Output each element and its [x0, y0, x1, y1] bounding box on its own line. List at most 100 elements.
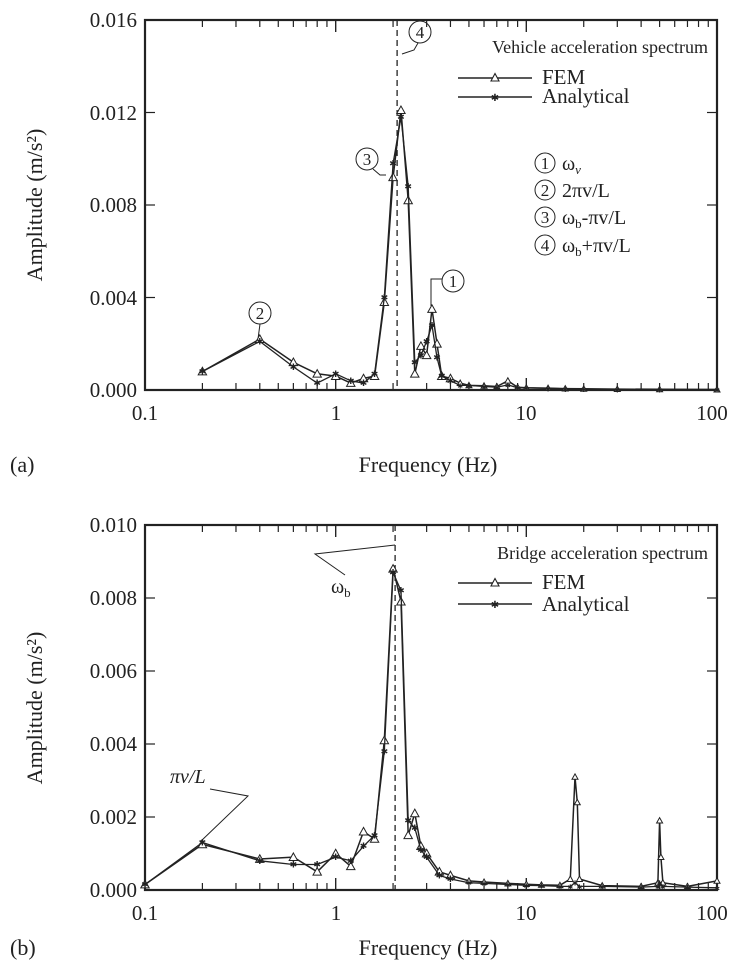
fem-point-a-5 [345, 377, 356, 387]
panel-label-a: (a) [10, 452, 34, 477]
analytical-point-a-23: ✱ [505, 382, 511, 390]
analytical-point-b-24: ✱ [567, 883, 573, 891]
analytical-point-b-27: ✱ [599, 883, 605, 891]
callout-circle-3 [355, 147, 379, 171]
callout-leader-1 [430, 278, 442, 306]
series-line-analytical-b [144, 571, 718, 889]
x-axis-label-b: Frequency (Hz) [359, 935, 498, 960]
fem-point-b-31 [655, 816, 664, 824]
analytical-point-b-8: ✱ [371, 831, 379, 841]
panel-label-b: (b) [10, 935, 36, 960]
fem-point-b-24 [566, 875, 575, 882]
analytical-point-a-6: ✱ [360, 379, 368, 389]
fem-point-a-6 [358, 373, 369, 383]
analytical-point-b-5: ✱ [332, 853, 340, 863]
analytical-point-a-2: ✱ [290, 363, 298, 373]
legend-title-b: Bridge acceleration spectrum [497, 543, 708, 563]
legend-label-analytical-a: Analytical [542, 84, 630, 108]
key-text-3: ωb-πv/L [562, 207, 626, 231]
analytical-point-a-3: ✱ [313, 379, 321, 389]
callout-num-1: 1 [449, 272, 458, 291]
analytical-point-b-16: ✱ [436, 871, 444, 881]
panel-b: 0.000 0.002 0.004 0.006 0.008 0.010 0.1 … [10, 513, 728, 960]
fem-point-b-27 [575, 875, 584, 882]
fem-point-a-12 [409, 368, 420, 378]
analytical-point-b-28: ✱ [638, 884, 644, 892]
x-axis-label-a: Frequency (Hz) [359, 452, 498, 477]
fem-point-a-9 [388, 172, 399, 182]
key-circle-2 [534, 179, 556, 201]
ytick-label-b-4: 0.008 [90, 586, 137, 610]
fem-point-b-26 [573, 798, 582, 806]
callout-leader-2 [257, 323, 261, 340]
key-num-2: 2 [541, 181, 550, 200]
fem-point-b-3 [288, 851, 299, 862]
analytical-point-b-15: ✱ [423, 853, 431, 863]
legend-marker-analytical-a: ✱ [491, 93, 499, 104]
xtick-label-a-0: 0.1 [132, 401, 158, 425]
analytical-point-a-17: ✱ [438, 372, 446, 382]
analytical-point-b-6: ✱ [347, 857, 355, 867]
analytical-point-b-32: ✱ [685, 884, 691, 892]
key-num-3: 3 [541, 208, 550, 227]
callout-circle-1 [441, 269, 465, 293]
callout-circle-4 [408, 20, 432, 44]
fem-point-b-13 [409, 808, 420, 818]
y-axis-label-b: Amplitude (m/s²) [22, 632, 47, 785]
legend-title-a: Vehicle acceleration spectrum [492, 37, 708, 57]
analytical-point-b-7: ✱ [360, 842, 368, 852]
analytical-point-b-33: ✱ [714, 885, 720, 893]
plot-frame-b [143, 523, 719, 892]
fem-point-b-8 [369, 833, 380, 843]
fem-point-b-32 [657, 853, 665, 861]
omega-b-label: ωb [331, 576, 351, 600]
analytical-point-b-17: ✱ [447, 875, 455, 885]
legend-marker-fem-b [490, 577, 500, 587]
pivl-leader [199, 788, 250, 843]
legend-label-fem-b: FEM [542, 570, 586, 594]
analytical-point-b-18: ✱ [466, 880, 472, 888]
xtick-label-a-1: 1 [331, 401, 342, 425]
callout-leader-4 [401, 42, 419, 55]
analytical-point-b-29: ✱ [655, 883, 661, 891]
analytical-point-a-0: ✱ [199, 368, 207, 378]
series-line-fem-b [144, 568, 718, 888]
analytical-point-a-8: ✱ [381, 294, 389, 304]
fem-point-a-14 [421, 350, 432, 360]
fem-point-b-35 [713, 876, 721, 884]
callout-num-2: 2 [256, 304, 265, 323]
xtick-label-a-3: 100 [696, 401, 728, 425]
ytick-label-a-1: 0.004 [90, 286, 138, 310]
analytical-point-a-26: ✱ [545, 385, 551, 393]
analytical-point-b-9: ✱ [381, 747, 389, 757]
series-line-fem-a [202, 109, 718, 391]
callout-num-4: 4 [416, 23, 425, 42]
fem-point-b-6 [345, 861, 356, 871]
analytical-point-a-19: ✱ [457, 382, 463, 390]
key-circle-1 [534, 152, 556, 174]
ytick-label-a-3: 0.012 [90, 101, 137, 125]
analytical-point-b-0: ✱ [141, 881, 149, 891]
key-text-4: ωb+πv/L [562, 235, 631, 259]
analytical-point-b-3: ✱ [290, 860, 298, 870]
analytical-point-b-30: ✱ [657, 880, 663, 888]
callout-num-3: 3 [363, 150, 372, 169]
analytical-point-a-12: ✱ [411, 358, 419, 368]
xtick-label-b-3: 100 [696, 901, 728, 925]
analytical-point-b-12: ✱ [404, 817, 412, 827]
analytical-point-b-20: ✱ [505, 882, 511, 890]
xtick-label-b-2: 10 [516, 901, 537, 925]
fem-point-a-23 [504, 376, 512, 384]
legend-label-analytical-b: Analytical [542, 592, 630, 616]
pivl-label: πv/L [170, 766, 206, 788]
analytical-point-a-16: ✱ [433, 354, 441, 364]
xtick-label-b-1: 1 [331, 901, 342, 925]
legend-label-fem-a: FEM [542, 65, 586, 89]
analytical-point-b-11: ✱ [397, 587, 405, 597]
ytick-label-a-4: 0.016 [90, 8, 137, 32]
analytical-point-a-20: ✱ [466, 382, 472, 390]
fem-point-a-10 [395, 104, 407, 115]
ytick-label-a-2: 0.008 [90, 193, 137, 217]
analytical-point-a-29: ✱ [614, 386, 620, 394]
